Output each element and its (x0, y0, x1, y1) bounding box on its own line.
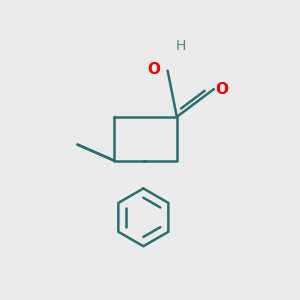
Text: H: H (175, 39, 185, 53)
Text: O: O (147, 62, 160, 77)
Text: O: O (215, 82, 228, 97)
